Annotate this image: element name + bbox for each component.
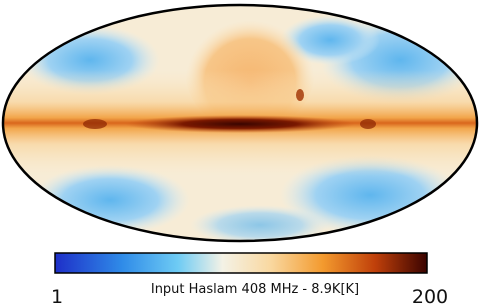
map-outline [1,3,479,243]
sky-map [3,5,477,241]
colorbar-max: 200 [412,286,448,307]
colorbar-min: 1 [51,286,63,307]
colorbar [54,252,428,274]
colorbar-label: Input Haslam 408 MHz - 8.9K[K] [151,282,359,297]
